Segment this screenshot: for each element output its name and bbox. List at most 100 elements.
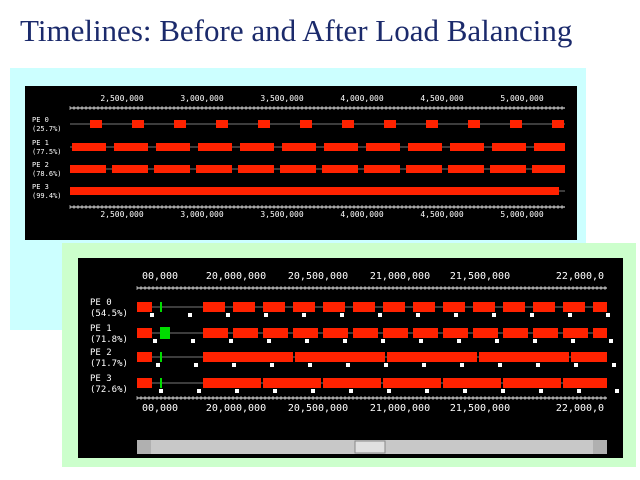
axis-label: 3,000,000 (180, 210, 224, 219)
marker (571, 339, 575, 343)
busy-segment (280, 165, 316, 173)
busy-segment (593, 302, 607, 312)
busy-segment (160, 327, 170, 339)
pe-label: PE 0 (32, 116, 49, 124)
busy-segment (323, 328, 348, 338)
marker (349, 389, 353, 393)
busy-segment (324, 143, 358, 151)
busy-segment (300, 120, 312, 128)
busy-segment (137, 328, 152, 338)
busy-segment (216, 120, 228, 128)
busy-segment (137, 302, 152, 312)
marker (609, 339, 613, 343)
busy-segment (443, 302, 465, 312)
marker (425, 389, 429, 393)
busy-segment (510, 120, 522, 128)
before-screen (25, 86, 577, 240)
marker (188, 313, 192, 317)
marker (530, 313, 534, 317)
axis-label: 4,000,000 (340, 94, 384, 103)
marker (387, 389, 391, 393)
busy-segment (160, 352, 162, 362)
busy-segment (552, 120, 564, 128)
busy-segment (450, 143, 484, 151)
axis-label: 20,500,000 (288, 271, 348, 282)
axis-label: 20,000,000 (206, 403, 266, 414)
busy-segment (413, 302, 435, 312)
pe-percent: (71.8%) (90, 335, 128, 345)
marker (606, 313, 610, 317)
busy-segment (503, 302, 525, 312)
pe-label: PE 1 (32, 139, 49, 147)
axis-label: 22,000,0 (556, 403, 604, 414)
busy-segment (156, 143, 190, 151)
marker (302, 313, 306, 317)
marker (232, 363, 236, 367)
busy-segment (70, 187, 559, 195)
busy-segment (408, 143, 442, 151)
busy-segment (490, 165, 526, 173)
marker (229, 339, 233, 343)
busy-segment (203, 328, 228, 338)
pe-label: PE 1 (90, 324, 112, 334)
busy-segment (353, 328, 378, 338)
busy-segment (468, 120, 480, 128)
marker (346, 363, 350, 367)
busy-segment (563, 328, 588, 338)
marker (615, 389, 619, 393)
busy-segment (426, 120, 438, 128)
marker (539, 389, 543, 393)
busy-segment (295, 352, 385, 362)
marker (492, 313, 496, 317)
busy-segment (383, 328, 408, 338)
marker (305, 339, 309, 343)
pe-percent: (72.6%) (90, 385, 128, 395)
busy-segment (233, 328, 258, 338)
busy-segment (263, 302, 285, 312)
marker (311, 389, 315, 393)
busy-segment (196, 165, 232, 173)
busy-segment (72, 143, 106, 151)
pe-label: PE 0 (90, 298, 112, 308)
marker (378, 313, 382, 317)
busy-segment (203, 378, 261, 388)
busy-segment (473, 302, 495, 312)
marker (264, 313, 268, 317)
marker (501, 389, 505, 393)
busy-segment (533, 302, 555, 312)
pe-label: PE 3 (32, 183, 49, 191)
marker (270, 363, 274, 367)
busy-segment (503, 328, 528, 338)
marker (153, 339, 157, 343)
busy-segment (258, 120, 270, 128)
busy-segment (90, 120, 102, 128)
pe-label: PE 2 (32, 161, 49, 169)
pe-percent: (99.4%) (32, 192, 62, 200)
busy-segment (534, 143, 565, 151)
busy-segment (443, 328, 468, 338)
axis-label: 21,500,000 (450, 403, 510, 414)
marker (457, 339, 461, 343)
busy-segment (532, 165, 565, 173)
pe-percent: (78.6%) (32, 170, 62, 178)
scroll-right[interactable] (593, 440, 607, 454)
scroll-left[interactable] (137, 440, 151, 454)
marker (536, 363, 540, 367)
busy-segment (364, 165, 400, 173)
busy-segment (293, 328, 318, 338)
busy-segment (563, 302, 585, 312)
busy-segment (413, 328, 438, 338)
busy-segment (503, 378, 561, 388)
axis-label: 4,500,000 (420, 94, 464, 103)
axis-label: 20,000,000 (206, 271, 266, 282)
axis-label: 22,000,0 (556, 271, 604, 282)
busy-segment (593, 328, 607, 338)
marker (416, 313, 420, 317)
pe-label: PE 2 (90, 348, 112, 358)
scroll-thumb[interactable] (354, 440, 386, 454)
axis-label: 00,000 (142, 403, 178, 414)
pe-label: PE 3 (90, 374, 112, 384)
busy-segment (443, 378, 501, 388)
busy-segment (114, 143, 148, 151)
